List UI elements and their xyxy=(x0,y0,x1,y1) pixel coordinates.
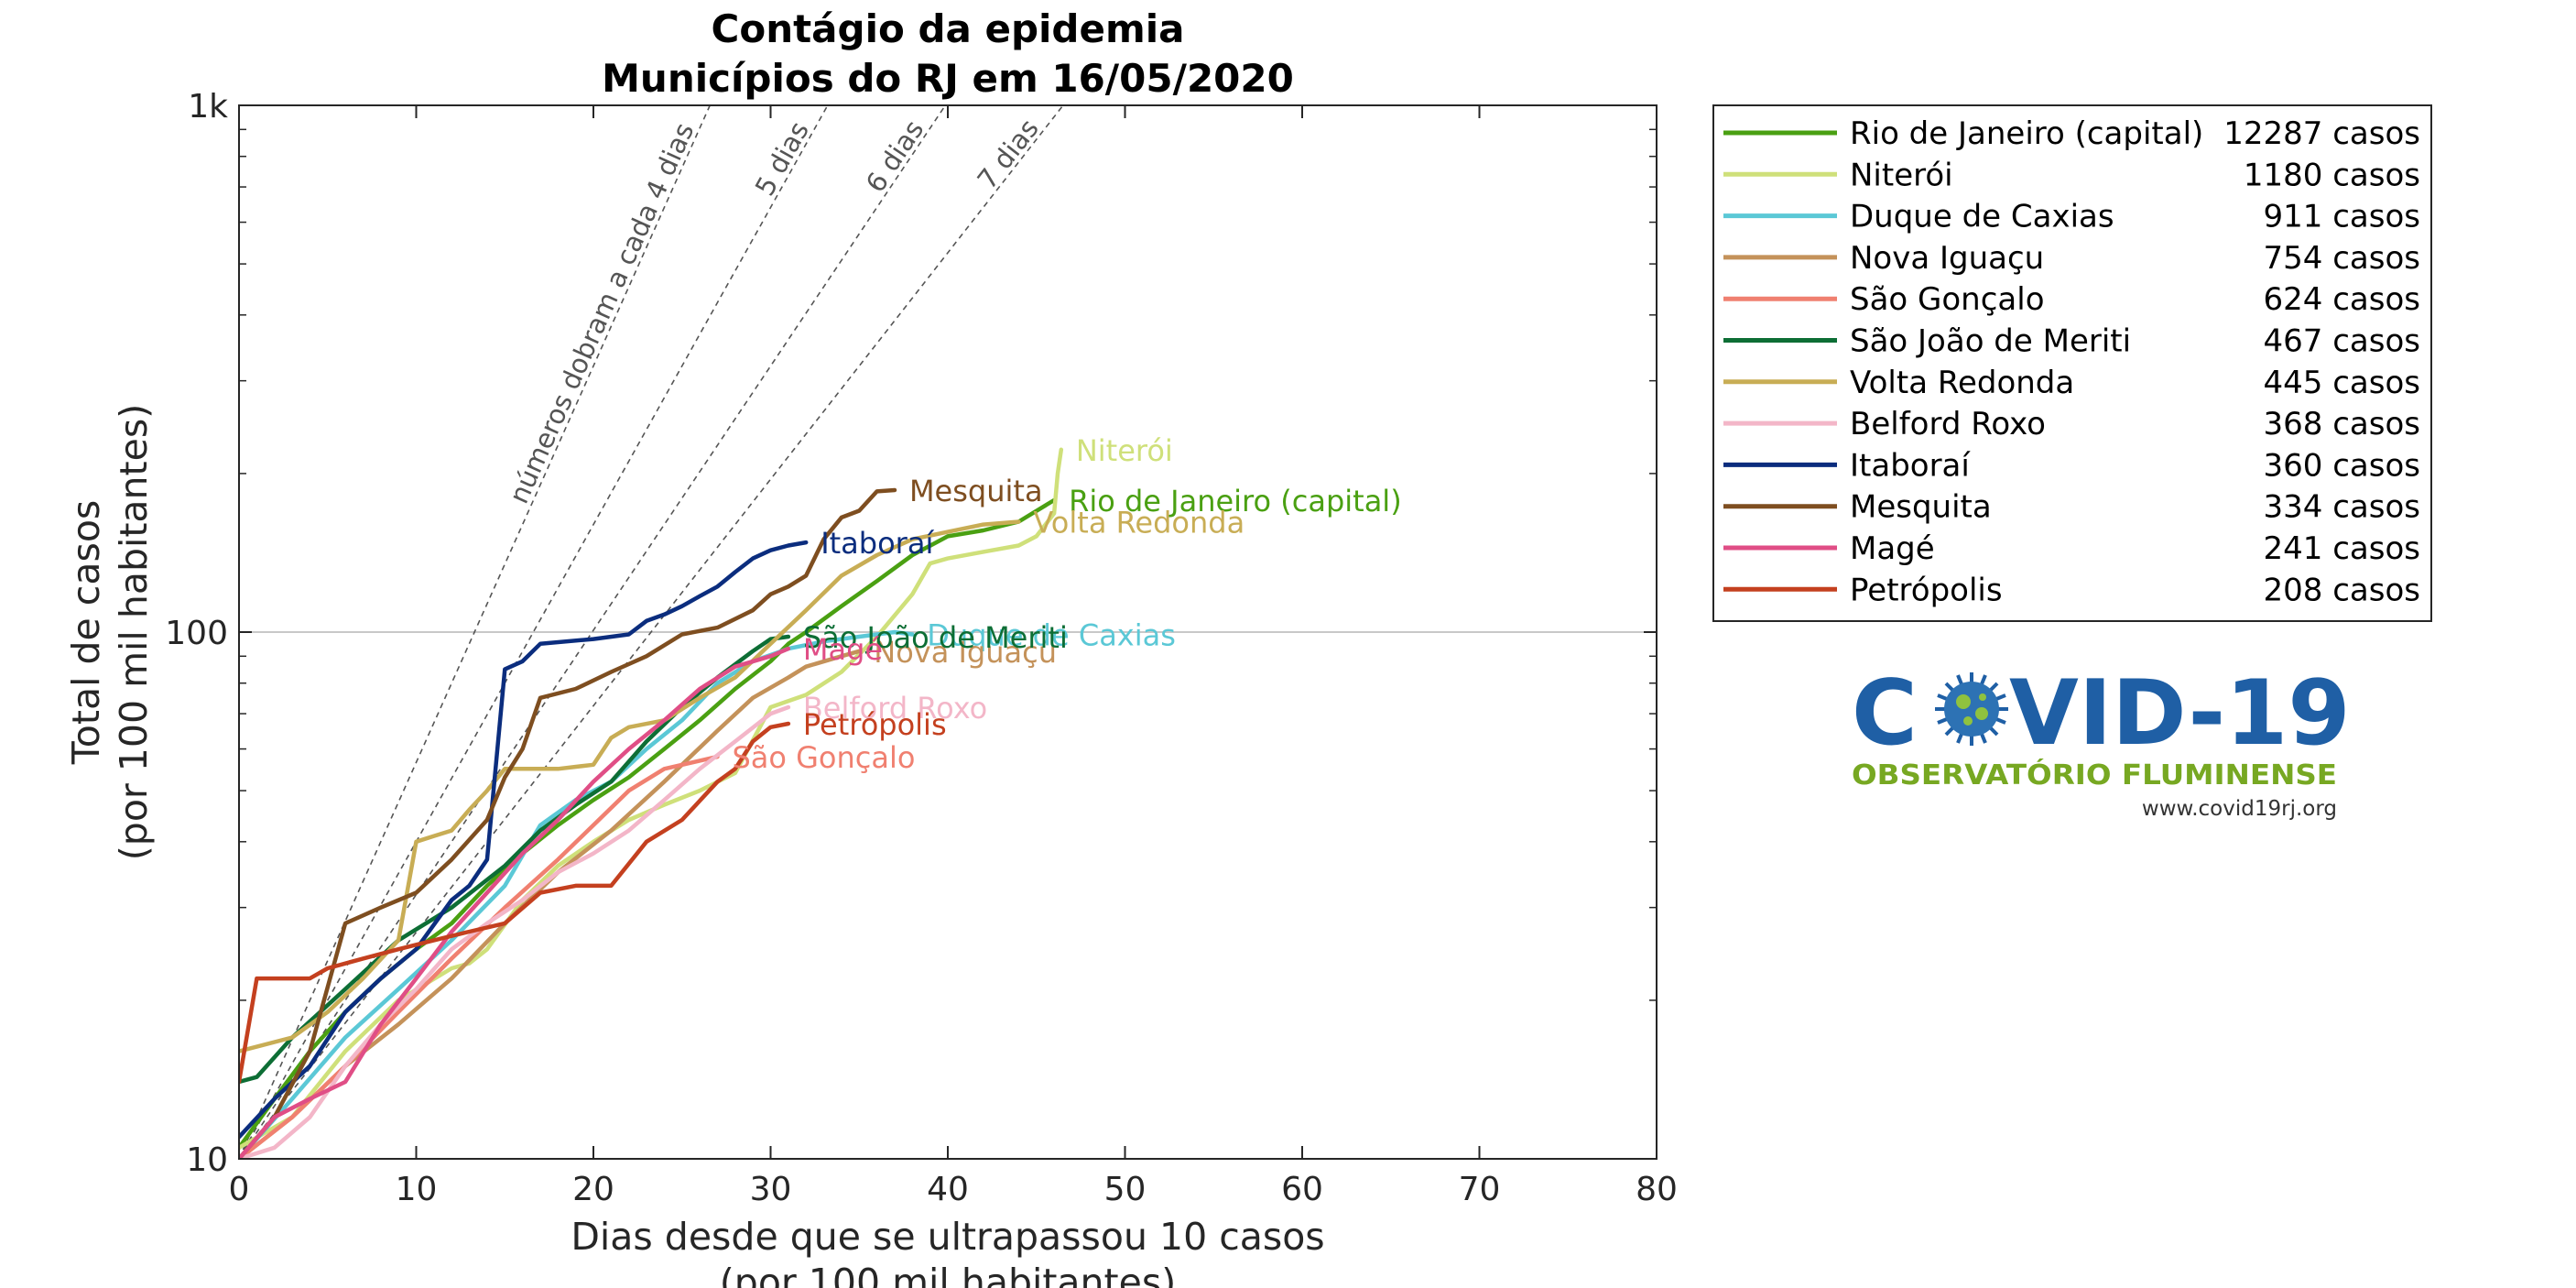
y-tick-label: 10 xyxy=(186,1141,228,1179)
legend-label: Nova Iguaçu xyxy=(1850,240,2044,277)
series-line-11 xyxy=(239,721,791,1085)
legend-label: Belford Roxo xyxy=(1850,406,2046,442)
legend-count: 624 casos xyxy=(2264,281,2420,318)
series-end-label-9: Mesquita xyxy=(909,474,1043,508)
y-tick-label: 1k xyxy=(188,88,228,126)
series-end-label-10: Magé xyxy=(803,632,883,667)
x-tick-label: 30 xyxy=(750,1171,792,1208)
legend-label: São Gonçalo xyxy=(1850,281,2045,318)
virus-icon xyxy=(1935,672,2008,746)
x-tick-label: 70 xyxy=(1459,1171,1501,1208)
series-end-labels: Rio de Janeiro (capital) Niterói Duque de … xyxy=(732,433,1401,775)
x-tick-label: 60 xyxy=(1281,1171,1323,1208)
legend-label: Itaboraí xyxy=(1850,447,1971,484)
series-end-label-11: Petrópolis xyxy=(803,707,947,742)
x-tick-label: 0 xyxy=(229,1171,250,1208)
legend-count: 754 casos xyxy=(2264,240,2420,277)
legend-count: 360 casos xyxy=(2264,447,2420,484)
y-axis-label-line-1: Total de casos xyxy=(64,500,108,766)
legend-count: 368 casos xyxy=(2264,406,2420,442)
legend-count: 241 casos xyxy=(2264,530,2420,567)
logo-subtitle: OBSERVATÓRIO FLUMINENSE xyxy=(1852,758,2337,791)
legend-count: 467 casos xyxy=(2264,323,2420,360)
legend-label: Mesquita xyxy=(1850,489,1992,526)
y-tick-label: 100 xyxy=(165,615,228,652)
chart-title-line-1: Contágio da epidemia xyxy=(712,6,1185,51)
series-end-label-5: São João de Meriti xyxy=(803,620,1068,655)
legend-label: Petrópolis xyxy=(1850,572,2003,608)
doubling-line-4 xyxy=(239,105,711,1159)
series-line-10 xyxy=(239,646,791,1159)
series-end-label-2: Duque de Caxias xyxy=(927,618,1176,653)
series-line-7 xyxy=(239,704,791,1159)
series-end-label-6: Volta Redonda xyxy=(1033,506,1245,540)
legend-box xyxy=(1712,104,2432,622)
legend-label: São João de Meriti xyxy=(1850,323,2131,360)
x-tick-label: 20 xyxy=(572,1171,614,1208)
logo-title-left: C xyxy=(1852,661,1918,766)
legend-count: 911 casos xyxy=(2264,199,2420,235)
x-axis-label-line-1: Dias desde que se ultrapassou 10 casos xyxy=(571,1215,1324,1259)
series-end-label-7: Belford Roxo xyxy=(803,691,987,726)
series-line-1 xyxy=(239,447,1064,1151)
legend-count: 12287 casos xyxy=(2223,115,2420,152)
legend-label: Volta Redonda xyxy=(1850,365,2074,401)
legend-count: 1180 casos xyxy=(2244,157,2420,193)
series-line-8 xyxy=(239,540,809,1140)
x-tick-label: 80 xyxy=(1636,1171,1678,1208)
legend: Rio de Janeiro (capital) 12287 casos Niter… xyxy=(1723,115,2420,608)
logo-url: www.covid19rj.org xyxy=(2142,797,2337,821)
series-line-4 xyxy=(239,754,720,1159)
legend-count: 445 casos xyxy=(2264,365,2420,401)
legend-count: 334 casos xyxy=(2264,489,2420,526)
y-axis-label-line-2: (por 100 mil habitantes) xyxy=(112,404,156,860)
legend-label: Rio de Janeiro (capital) xyxy=(1850,115,2203,152)
legend-label: Duque de Caxias xyxy=(1850,199,2114,235)
legend-count: 208 casos xyxy=(2264,572,2420,608)
series-end-label-8: Itaboraí xyxy=(821,526,934,561)
chart-title-line-2: Municípios do RJ em 16/05/2020 xyxy=(602,56,1294,101)
series-line-6 xyxy=(239,519,1021,1053)
x-axis-label-line-2: (por 100 mil habitantes) xyxy=(720,1261,1176,1288)
series-end-label-0: Rio de Janeiro (capital) xyxy=(1069,484,1402,518)
x-tick-label: 50 xyxy=(1104,1171,1147,1208)
legend-label: Magé xyxy=(1850,530,1935,567)
series-end-label-1: Niterói xyxy=(1076,433,1173,468)
series-line-2 xyxy=(239,629,915,1159)
series-end-label-3: Nova Iguaçu xyxy=(874,635,1057,670)
series-end-label-4: São Gonçalo xyxy=(732,740,915,775)
logo-title-right: VID-19 xyxy=(2009,661,2351,766)
series-line-9 xyxy=(239,487,897,1159)
x-tick-label: 40 xyxy=(927,1171,969,1208)
legend-label: Niterói xyxy=(1850,157,1953,193)
series-lines xyxy=(239,447,1064,1159)
x-tick-label: 10 xyxy=(396,1171,438,1208)
covid-logo: C VID-19 OBSERVATÓRIO FLUMINENSE www.cov… xyxy=(1852,661,2351,821)
